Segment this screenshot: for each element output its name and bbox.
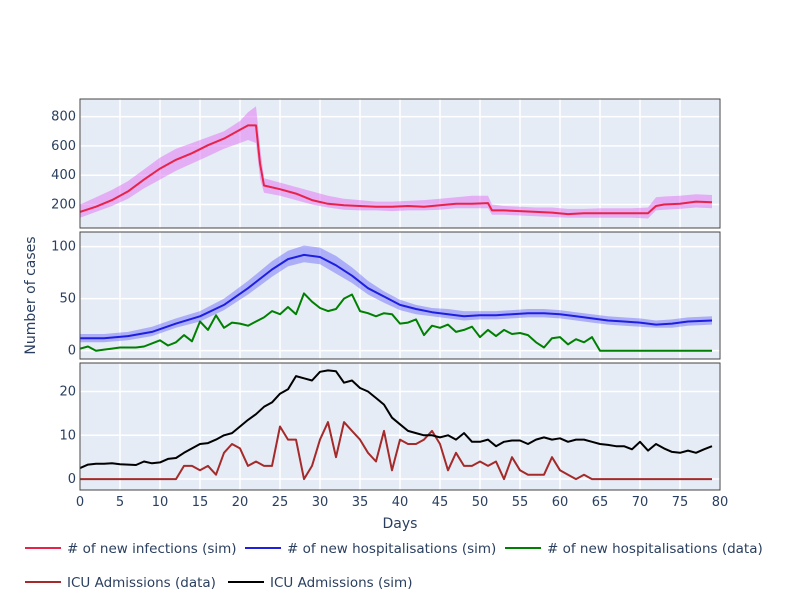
x-tick-label: 55 — [512, 495, 529, 510]
x-tick-label: 70 — [632, 495, 649, 510]
y-tick-label: 0 — [68, 472, 76, 487]
x-tick-label: 60 — [552, 495, 569, 510]
series-group — [80, 106, 713, 219]
legend-label: # of new hospitalisations (sim) — [287, 541, 496, 557]
legend: # of new infections (sim) # of new hospit… — [25, 541, 763, 591]
x-tick-label: 45 — [432, 495, 449, 510]
confidence-band — [80, 106, 712, 219]
x-tick-label: 15 — [192, 495, 209, 510]
y-tick-label: 100 — [51, 240, 76, 255]
x-tick-label: 25 — [272, 495, 289, 510]
x-axis-title: Days — [383, 516, 418, 532]
series-line — [80, 253, 713, 340]
x-tick-label: 10 — [152, 495, 169, 510]
y-tick-label: 20 — [59, 384, 76, 399]
x-tick-label: 20 — [232, 495, 249, 510]
x-tick-label: 35 — [352, 495, 369, 510]
panel-middle: 0 50 100 Number of cases — [23, 231, 721, 360]
x-tick-label: 5 — [116, 495, 124, 510]
x-tick-label: 50 — [472, 495, 489, 510]
x-tick-label: 40 — [392, 495, 409, 510]
x-tick-label: 30 — [312, 495, 329, 510]
x-tick-label: 65 — [592, 495, 609, 510]
y-tick-label: 50 — [59, 292, 76, 307]
legend-item: ICU Admissions (sim) — [228, 575, 412, 591]
panel-top: 200 400 600 800 — [51, 98, 721, 229]
series-line — [80, 124, 713, 216]
panel-frame — [79, 98, 721, 229]
panel-frame — [79, 231, 721, 360]
legend-item: # of new hospitalisations (sim) — [245, 541, 496, 557]
legend-item: # of new hospitalisations (data) — [505, 541, 763, 557]
y-tick-label: 10 — [59, 428, 76, 443]
x-tick-label: 80 — [712, 495, 729, 510]
legend-label: # of new hospitalisations (data) — [547, 541, 763, 557]
series-group — [80, 369, 713, 481]
legend-label: ICU Admissions (sim) — [270, 575, 412, 591]
series-line — [80, 421, 712, 481]
legend-item: # of new infections (sim) — [25, 541, 237, 557]
legend-label: ICU Admissions (data) — [67, 575, 216, 591]
series-line — [80, 292, 712, 352]
y-tick-label: 800 — [51, 110, 76, 125]
x-tick-label: 0 — [76, 495, 84, 510]
x-tick-label: 75 — [672, 495, 689, 510]
panel-bottom: 0 10 20 0 5 10 15 20 25 30 35 40 45 50 55 60 65 70 75 80 Day… — [59, 362, 729, 532]
y-tick-label: 0 — [68, 344, 76, 359]
legend-label: # of new infections (sim) — [67, 541, 237, 557]
series-line — [80, 369, 713, 470]
panel-frame — [79, 362, 721, 491]
series-group — [80, 245, 713, 352]
y-tick-label: 600 — [51, 139, 76, 154]
y-axis-title: Number of cases — [23, 236, 39, 354]
y-tick-label: 400 — [51, 168, 76, 183]
y-tick-label: 200 — [51, 198, 76, 213]
legend-item: ICU Admissions (data) — [25, 575, 216, 591]
